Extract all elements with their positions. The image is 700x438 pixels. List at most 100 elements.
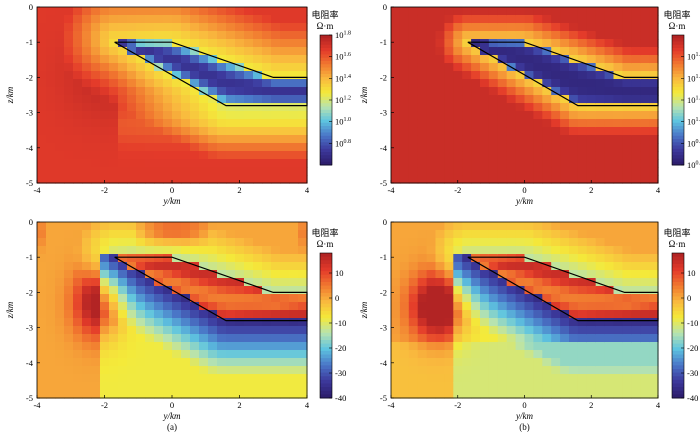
- heatmap-cell: [595, 358, 606, 367]
- heatmap-cell: [506, 119, 517, 128]
- heatmap-cell: [488, 342, 499, 351]
- heatmap-cell: [631, 310, 641, 319]
- heatmap-cell: [73, 318, 83, 327]
- heatmap-cell: [73, 159, 83, 168]
- heatmap-cell: [560, 103, 570, 112]
- heatmap-cell: [199, 127, 209, 136]
- heatmap-cell: [271, 47, 281, 56]
- heatmap-cell: [622, 63, 632, 72]
- heatmap-cell: [613, 334, 623, 343]
- heatmap-cell: [613, 342, 623, 351]
- heatmap-cell: [73, 31, 83, 40]
- heatmap-cell: [408, 334, 419, 343]
- heatmap-cell: [145, 103, 155, 112]
- heatmap-cell: [640, 270, 650, 279]
- heatmap-cell: [515, 87, 526, 96]
- heatmap-cell: [64, 63, 74, 72]
- heatmap-cell: [480, 95, 490, 104]
- heatmap-cell: [391, 238, 401, 247]
- heatmap-cell: [127, 310, 137, 319]
- heatmap-cell: [506, 79, 517, 88]
- heatmap-cell: [109, 326, 119, 335]
- heatmap-cell: [253, 310, 263, 319]
- heatmap-cell: [515, 302, 526, 311]
- heatmap-cell: [154, 358, 164, 367]
- heatmap-cell: [613, 318, 623, 327]
- heatmap-cell: [551, 95, 561, 104]
- heatmap-cell: [408, 366, 419, 375]
- panel-caption: (b): [519, 422, 530, 432]
- heatmap-cell: [399, 302, 410, 311]
- heatmap-cell: [542, 47, 552, 56]
- heatmap-cell: [46, 342, 56, 351]
- colorbar-segment: [672, 296, 684, 301]
- heatmap-cell: [109, 318, 119, 327]
- heatmap-cell: [435, 119, 445, 128]
- heatmap-cell: [127, 390, 137, 399]
- heatmap-cell: [109, 159, 119, 168]
- heatmap-cell: [471, 222, 481, 231]
- heatmap-cell: [577, 390, 588, 399]
- heatmap-cell: [136, 15, 146, 24]
- heatmap-cell: [208, 127, 218, 136]
- heatmap-cell: [444, 95, 454, 104]
- heatmap-cell: [262, 222, 272, 231]
- heatmap-cell: [298, 374, 308, 383]
- heatmap-cell: [399, 246, 410, 255]
- heatmap-cell: [631, 262, 641, 271]
- heatmap-cell: [453, 39, 463, 48]
- heatmap-cell: [488, 23, 499, 32]
- heatmap-cell: [298, 135, 308, 144]
- heatmap-cell: [471, 87, 481, 96]
- heatmap-cell: [118, 366, 128, 375]
- heatmap-cell: [37, 374, 47, 383]
- heatmap-cell: [289, 47, 299, 56]
- heatmap-cell: [408, 374, 419, 383]
- heatmap-cell: [649, 103, 659, 112]
- heatmap-cell: [649, 302, 659, 311]
- heatmap-cell: [595, 390, 606, 399]
- heatmap-cell: [560, 246, 570, 255]
- heatmap-cell: [604, 127, 615, 136]
- heatmap-cell: [560, 318, 570, 327]
- heatmap-cell: [109, 87, 119, 96]
- heatmap-cell: [208, 230, 218, 239]
- heatmap-cell: [298, 119, 308, 128]
- heatmap-cell: [399, 286, 410, 295]
- heatmap-cell: [235, 31, 245, 40]
- heatmap-cell: [289, 135, 299, 144]
- heatmap-cell: [172, 294, 182, 303]
- heatmap-cell: [586, 111, 597, 120]
- heatmap-cell: [462, 358, 472, 367]
- colorbar-segment: [672, 372, 684, 377]
- heatmap-cell: [244, 167, 254, 176]
- y-tick-label: -1: [380, 37, 387, 47]
- heatmap-cell: [622, 270, 632, 279]
- heatmap-cell: [199, 262, 209, 271]
- heatmap-cell: [298, 366, 308, 375]
- heatmap-cell: [172, 310, 182, 319]
- heatmap-cell: [271, 175, 281, 184]
- heatmap-cell: [399, 326, 410, 335]
- heatmap-cell: [190, 47, 200, 56]
- heatmap-cell: [91, 159, 101, 168]
- heatmap-cell: [100, 334, 110, 343]
- heatmap-cell: [488, 374, 499, 383]
- heatmap-cell: [253, 55, 263, 64]
- heatmap-cell: [136, 390, 146, 399]
- heatmap-cell: [208, 310, 218, 319]
- heatmap-cell: [172, 23, 182, 32]
- heatmap-cell: [289, 71, 299, 80]
- heatmap-cell: [118, 230, 128, 239]
- heatmap-cell: [613, 222, 623, 231]
- heatmap-cell: [91, 135, 101, 144]
- heatmap-cell: [244, 294, 254, 303]
- heatmap-cell: [480, 286, 490, 295]
- heatmap-cell: [37, 39, 47, 48]
- heatmap-cell: [649, 230, 659, 239]
- heatmap-cell: [154, 39, 164, 48]
- colorbar-tick-label: 101.2: [335, 95, 351, 105]
- heatmap-cell: [560, 143, 570, 152]
- heatmap-cell: [208, 262, 218, 271]
- heatmap-cell: [145, 222, 155, 231]
